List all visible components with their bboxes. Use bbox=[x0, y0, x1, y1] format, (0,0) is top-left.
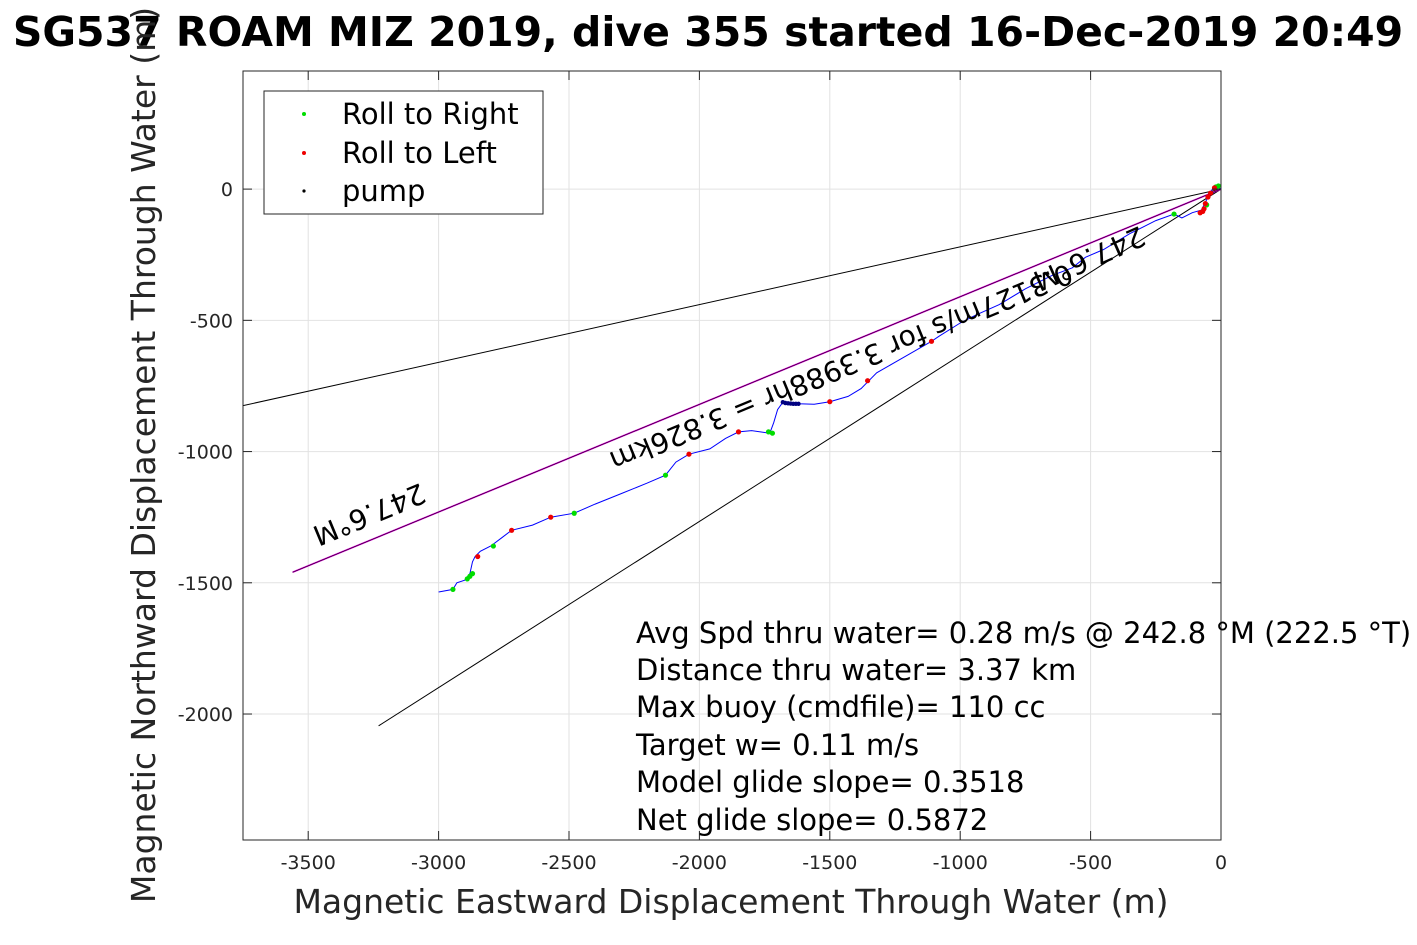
legend-label-roll-left: Roll to Left bbox=[342, 136, 497, 170]
dive-track-line bbox=[438, 185, 1221, 593]
roll-right-point bbox=[769, 430, 776, 436]
pump-point bbox=[780, 400, 786, 405]
y-tick-label: -1000 bbox=[178, 442, 233, 464]
x-tick-label: 0 bbox=[1215, 852, 1227, 874]
heading-line-center bbox=[292, 188, 1221, 573]
legend-marker-roll-left bbox=[302, 151, 306, 155]
x-tick-label: -3000 bbox=[411, 852, 466, 874]
roll-right-point bbox=[450, 586, 456, 592]
roll-right-point bbox=[662, 472, 669, 478]
roll-left-point bbox=[735, 429, 742, 435]
y-axis-label: Magnetic Northward Displacement Through … bbox=[124, 7, 163, 903]
legend-marker-pump bbox=[302, 189, 306, 193]
roll-left-point bbox=[928, 338, 935, 344]
y-tick-label: -2000 bbox=[178, 704, 233, 726]
legend-label-roll-right: Roll to Right bbox=[342, 97, 519, 131]
x-tick-label: -500 bbox=[1069, 852, 1112, 874]
roll-left-point bbox=[865, 378, 871, 384]
roll-left-point bbox=[827, 399, 833, 405]
annotation-distance: Distance thru water= 3.37 km bbox=[636, 653, 1076, 687]
annotation-max-buoy: Max buoy (cmdfile)= 110 cc bbox=[636, 690, 1045, 724]
x-tick-label: -1500 bbox=[802, 852, 857, 874]
roll-left-point bbox=[1211, 185, 1218, 191]
y-tick-label: -1500 bbox=[178, 573, 233, 595]
y-tick-label: -500 bbox=[190, 310, 233, 332]
legend-marker-roll-right bbox=[302, 112, 306, 116]
bound-line bbox=[378, 188, 1221, 727]
roll-left-point bbox=[475, 553, 481, 560]
x-tick-label: -1000 bbox=[933, 852, 988, 874]
chart-title: SG537 ROAM MIZ 2019, dive 355 started 16… bbox=[13, 8, 1403, 56]
x-tick-label: -2500 bbox=[541, 852, 596, 874]
roll-left-point bbox=[1197, 210, 1203, 216]
annotation-net-glide-slope: Net glide slope= 0.5872 bbox=[636, 803, 988, 837]
annotation-avg-speed: Avg Spd thru water= 0.28 m/s @ 242.8 °M … bbox=[636, 616, 1411, 650]
legend: Roll to Right Roll to Left pump bbox=[263, 90, 544, 215]
annotation-model-glide-slope: Model glide slope= 0.3518 bbox=[636, 765, 1024, 799]
roll-right-point bbox=[765, 429, 772, 435]
y-tick-label: 0 bbox=[221, 179, 233, 201]
roll-left-point bbox=[686, 451, 692, 457]
roll-left-point bbox=[548, 514, 554, 520]
roll-left-point bbox=[1205, 194, 1211, 200]
axis-ticks: -3500 -3000 -2500 -2000 -1500 -1000 -500 0 0 -500… bbox=[178, 71, 1227, 874]
plot-content bbox=[243, 183, 1221, 727]
annotation-target-w: Target w= 0.11 m/s bbox=[635, 728, 919, 762]
roll-right-point bbox=[571, 510, 577, 516]
roll-right-point bbox=[464, 576, 470, 582]
stats-annotations: Avg Spd thru water= 0.28 m/s @ 242.8 °M … bbox=[635, 616, 1411, 837]
legend-box bbox=[263, 90, 544, 215]
roll-left-point bbox=[1202, 200, 1208, 207]
x-tick-label: -3500 bbox=[281, 852, 336, 874]
plot-frame bbox=[242, 70, 1222, 841]
bound-line bbox=[243, 188, 1221, 407]
roll-right-point bbox=[1171, 211, 1177, 217]
roll-left-point bbox=[1207, 190, 1214, 196]
legend-label-pump: pump bbox=[342, 174, 425, 208]
x-axis-label: Magnetic Eastward Displacement Through W… bbox=[293, 882, 1168, 921]
roll-right-point bbox=[490, 543, 496, 549]
x-tick-label: -2000 bbox=[672, 852, 727, 874]
roll-left-point bbox=[509, 527, 515, 533]
